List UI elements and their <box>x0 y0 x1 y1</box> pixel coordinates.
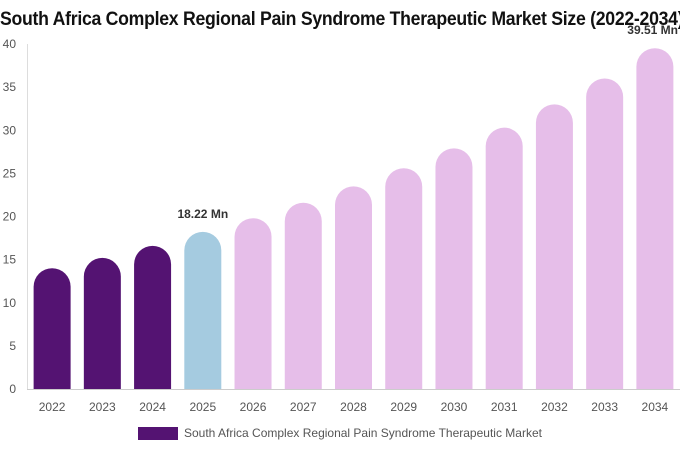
bar-2031 <box>485 127 523 390</box>
y-tick-label: 15 <box>3 253 17 267</box>
x-tick-label: 2029 <box>390 400 417 414</box>
x-tick-label: 2030 <box>441 400 468 414</box>
x-tick-label: 2028 <box>340 400 367 414</box>
bar-2030 <box>435 148 473 389</box>
bar-2028 <box>335 186 372 389</box>
chart-title: South Africa Complex Regional Pain Syndr… <box>0 9 680 30</box>
y-tick-label: 0 <box>9 382 16 396</box>
y-tick-label: 10 <box>3 296 17 310</box>
y-tick-label: 40 <box>3 37 17 51</box>
annotations-group: 18.22 Mn 39.51 Mn <box>177 23 678 221</box>
bars-group <box>33 48 674 390</box>
y-tick-label: 20 <box>3 210 17 224</box>
x-tick-label: 2024 <box>139 400 166 414</box>
x-tick-label: 2026 <box>240 400 267 414</box>
legend-label: South Africa Complex Regional Pain Syndr… <box>184 426 542 440</box>
x-tick-label: 2025 <box>189 400 216 414</box>
legend-swatch <box>138 426 178 440</box>
x-axis-ticks: 2022 2023 2024 2025 2026 2027 2028 2029 2030 2031… <box>39 400 669 414</box>
y-tick-label: 35 <box>3 80 17 94</box>
y-tick-label: 5 <box>9 339 16 353</box>
bar-2029 <box>385 168 423 389</box>
bar-2033 <box>586 78 624 389</box>
x-tick-label: 2022 <box>39 400 66 414</box>
bar-2026 <box>234 218 272 389</box>
y-tick-label: 30 <box>3 123 17 137</box>
legend: South Africa Complex Regional Pain Syndr… <box>138 425 542 441</box>
bar-2027 <box>284 202 322 389</box>
data-label: 39.51 Mn <box>627 23 678 37</box>
x-tick-label: 2027 <box>290 400 317 414</box>
x-tick-label: 2031 <box>491 400 518 414</box>
y-tick-label: 25 <box>3 166 17 180</box>
bar-2023 <box>83 257 121 389</box>
y-axis-ticks: 0 5 10 15 20 25 30 35 40 <box>3 37 17 396</box>
bar-2024 <box>134 245 172 389</box>
bar-2022 <box>33 268 71 389</box>
x-tick-label: 2023 <box>89 400 116 414</box>
x-tick-label: 2033 <box>591 400 618 414</box>
bar-2034 <box>636 48 674 389</box>
bar-2032 <box>535 104 573 389</box>
bar-2025 <box>184 231 222 389</box>
x-tick-label: 2032 <box>541 400 568 414</box>
data-label: 18.22 Mn <box>177 207 228 221</box>
x-tick-label: 2034 <box>642 400 669 414</box>
